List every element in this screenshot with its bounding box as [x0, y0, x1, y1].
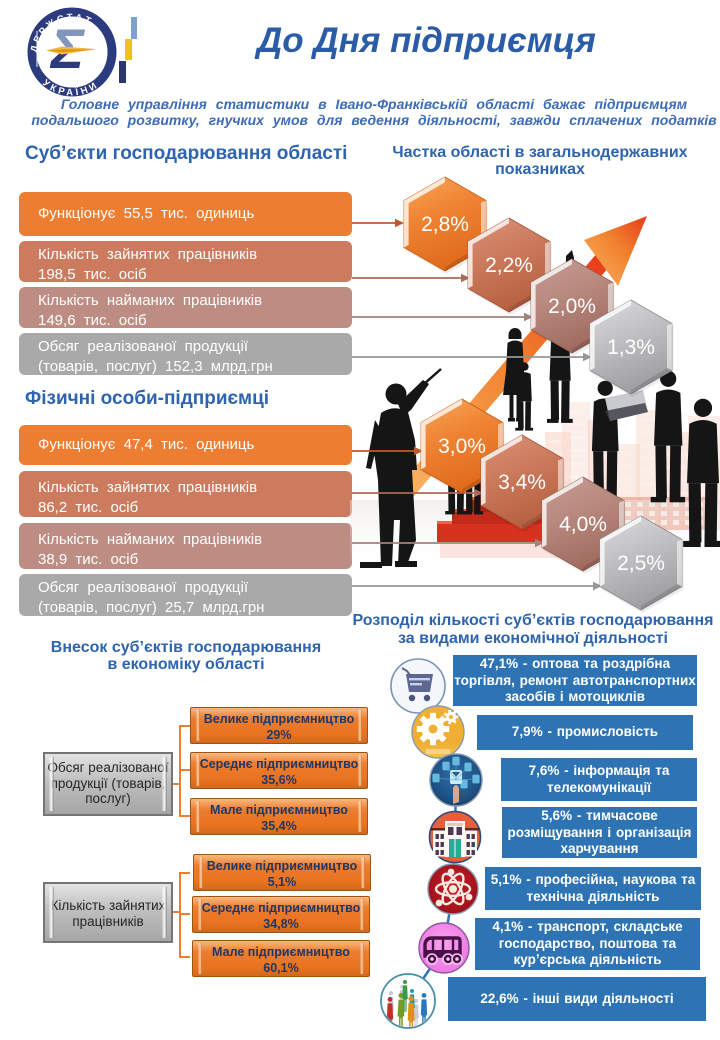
svg-text:2,8%: 2,8% — [421, 213, 469, 236]
svg-text:3,0%: 3,0% — [438, 435, 486, 458]
svg-text:3,4%: 3,4% — [498, 471, 546, 494]
svg-text:1,3%: 1,3% — [607, 336, 655, 359]
svg-text:2,2%: 2,2% — [485, 254, 533, 277]
svg-text:4,0%: 4,0% — [559, 513, 607, 536]
svg-text:2,5%: 2,5% — [617, 552, 665, 575]
svg-text:Σ: Σ — [49, 17, 85, 80]
svg-text:2,0%: 2,0% — [548, 295, 596, 318]
